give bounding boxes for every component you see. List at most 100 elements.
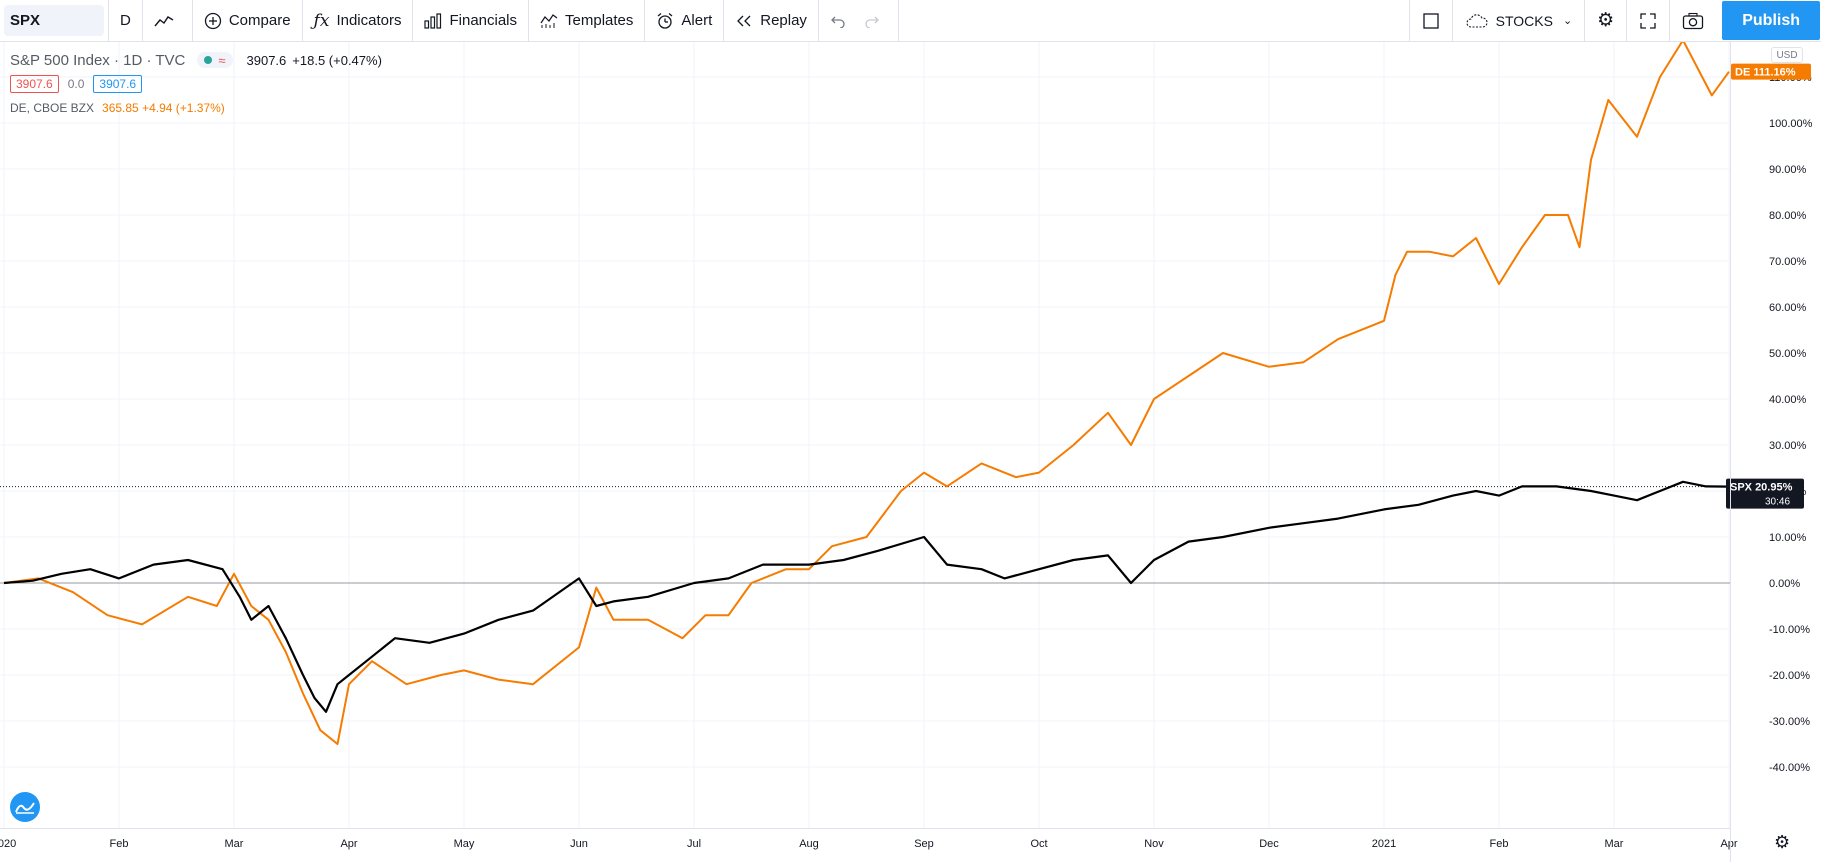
price-tick-label: 10.00% <box>1769 532 1807 544</box>
redo-icon <box>864 14 880 28</box>
alert-label: Alert <box>681 12 713 29</box>
bid-price[interactable]: 3907.6 <box>10 75 59 93</box>
replay-label: Replay <box>760 12 807 29</box>
chart-legend: S&P 500 Index · 1D · TVC ≈ 3907.6 +18.5 … <box>10 48 382 120</box>
time-tick-label: Apr <box>1720 838 1737 850</box>
time-tick-label: Oct <box>1030 838 1047 850</box>
symbol-text: SPX <box>10 12 41 29</box>
time-tick-label: May <box>454 838 475 850</box>
indicators-label: Indicators <box>336 12 402 29</box>
spread-value: 0.0 <box>67 77 85 91</box>
delayed-data-icon: ≈ <box>218 52 226 68</box>
function-icon: ƒx <box>313 10 330 31</box>
price-tick-label: 40.00% <box>1769 394 1807 406</box>
templates-label: Templates <box>565 12 634 29</box>
compare-label: Compare <box>228 12 291 29</box>
exchange-label: STOCKS <box>1495 12 1553 29</box>
publish-button[interactable]: Publish <box>1722 1 1820 40</box>
price-change: +18.5 (+0.47%) <box>292 52 382 68</box>
compare-series-legend: DE, CBOE BZX 365.85 +4.94 (+1.37%) <box>10 96 382 120</box>
time-tick-label: 2020 <box>0 838 16 850</box>
price-axis-divider <box>1730 42 1731 862</box>
chart-canvas[interactable]: 120.00%110.00%100.00%90.00%80.00%70.00%6… <box>0 42 1821 862</box>
series-title[interactable]: S&P 500 Index · 1D · TVC <box>10 51 186 69</box>
indicators-button[interactable]: ƒx Indicators <box>303 0 414 41</box>
replay-button[interactable]: Replay <box>724 0 819 41</box>
price-tick-label: 0.00% <box>1769 578 1800 590</box>
price-tick-label: 100.00% <box>1769 118 1813 130</box>
spx-countdown-timer: 30:46 <box>1765 497 1790 508</box>
ask-price[interactable]: 3907.6 <box>93 75 143 93</box>
fullscreen-icon <box>1639 12 1657 30</box>
main-series-legend: S&P 500 Index · 1D · TVC ≈ 3907.6 +18.5 … <box>10 48 382 72</box>
price-tick-label: -20.00% <box>1769 670 1810 682</box>
last-price: 3907.6 <box>246 52 287 68</box>
compare-value: 365.85 +4.94 (+1.37%) <box>102 101 225 115</box>
chevron-down-icon: ⌄ <box>1562 15 1573 27</box>
market-open-dot-icon <box>204 56 213 64</box>
square-layout-icon <box>1422 12 1440 30</box>
time-tick-label: Mar <box>225 838 244 850</box>
camera-icon <box>1682 12 1704 30</box>
time-axis[interactable]: 2020 Feb Mar Apr May Jun Jul Aug Sep Oct Nov Dec 202… <box>0 838 1738 850</box>
price-tick-label: -30.00% <box>1769 716 1810 728</box>
undo-icon <box>830 14 846 28</box>
price-badges: DE 111.16% SPX 20.95% 30:46 <box>1726 63 1811 509</box>
spx-badge-label: SPX 20.95% <box>1730 482 1793 494</box>
price-tick-label: 70.00% <box>1769 256 1807 268</box>
price-tick-label: 80.00% <box>1769 210 1807 222</box>
price-tick-label: 90.00% <box>1769 164 1807 176</box>
series-line-de <box>3 42 1730 745</box>
snapshot-button[interactable] <box>1669 0 1716 41</box>
price-axis[interactable]: 120.00%110.00%100.00%90.00%80.00%70.00%6… <box>1769 42 1813 774</box>
symbol-search-input[interactable]: SPX <box>4 5 104 36</box>
templates-button[interactable]: Templates <box>529 0 646 41</box>
top-toolbar: SPX D Compare ƒx Indicators Financials T… <box>0 0 1821 42</box>
financials-button[interactable]: Financials <box>413 0 530 41</box>
bid-ask-row: 3907.6 0.0 3907.6 <box>10 72 382 96</box>
bar-chart-icon <box>424 12 442 29</box>
alert-button[interactable]: Alert <box>645 0 725 41</box>
alarm-clock-icon <box>656 12 674 30</box>
redo-button[interactable] <box>864 0 899 41</box>
plus-circle-icon <box>204 12 222 30</box>
templates-icon <box>540 13 558 29</box>
undo-button[interactable] <box>819 0 864 41</box>
chart-style-button[interactable] <box>143 0 193 41</box>
time-tick-label: Aug <box>799 838 819 850</box>
series-layer <box>3 42 1730 745</box>
fullscreen-button[interactable] <box>1626 0 1669 41</box>
series-line-spx <box>3 480 1730 713</box>
time-tick-label: Feb <box>1490 838 1509 850</box>
time-tick-label: Apr <box>340 838 357 850</box>
spx-price-badge <box>1726 478 1804 509</box>
time-tick-label: Feb <box>110 838 129 850</box>
time-tick-label: Jun <box>570 838 588 850</box>
interval-label: D <box>120 12 131 29</box>
compare-button[interactable]: Compare <box>193 0 303 41</box>
compare-symbol[interactable]: DE, CBOE BZX <box>10 101 95 115</box>
time-tick-label: Mar <box>1605 838 1624 850</box>
toolbar-spacer <box>899 0 1409 41</box>
exchange-dropdown[interactable]: STOCKS ⌄ <box>1451 0 1585 41</box>
time-tick-label: 2021 <box>1372 838 1396 850</box>
currency-label[interactable]: USD <box>1771 47 1803 63</box>
de-price-badge <box>1731 63 1811 80</box>
de-badge-label: DE 111.16% <box>1735 67 1796 79</box>
chart-grid <box>0 42 1730 828</box>
time-tick-label: Jul <box>687 838 701 850</box>
market-status-pill[interactable]: ≈ <box>197 52 233 68</box>
line-chart-icon <box>154 14 174 28</box>
price-tick-label: -10.00% <box>1769 624 1810 636</box>
interval-button[interactable]: D <box>108 0 143 41</box>
time-tick-label: Nov <box>1144 838 1164 850</box>
rewind-icon <box>735 14 753 28</box>
price-tick-label: 50.00% <box>1769 348 1807 360</box>
layout-button[interactable] <box>1408 0 1452 41</box>
settings-button[interactable]: ⚙ <box>1584 0 1626 41</box>
axis-settings-gear-icon[interactable]: ⚙ <box>1774 832 1791 852</box>
toolbar-right: STOCKS ⌄ ⚙ Publish <box>1408 0 1821 41</box>
zero-baseline <box>0 486 1730 584</box>
time-axis-divider <box>0 828 1730 829</box>
tradingview-logo-icon[interactable] <box>10 792 40 822</box>
